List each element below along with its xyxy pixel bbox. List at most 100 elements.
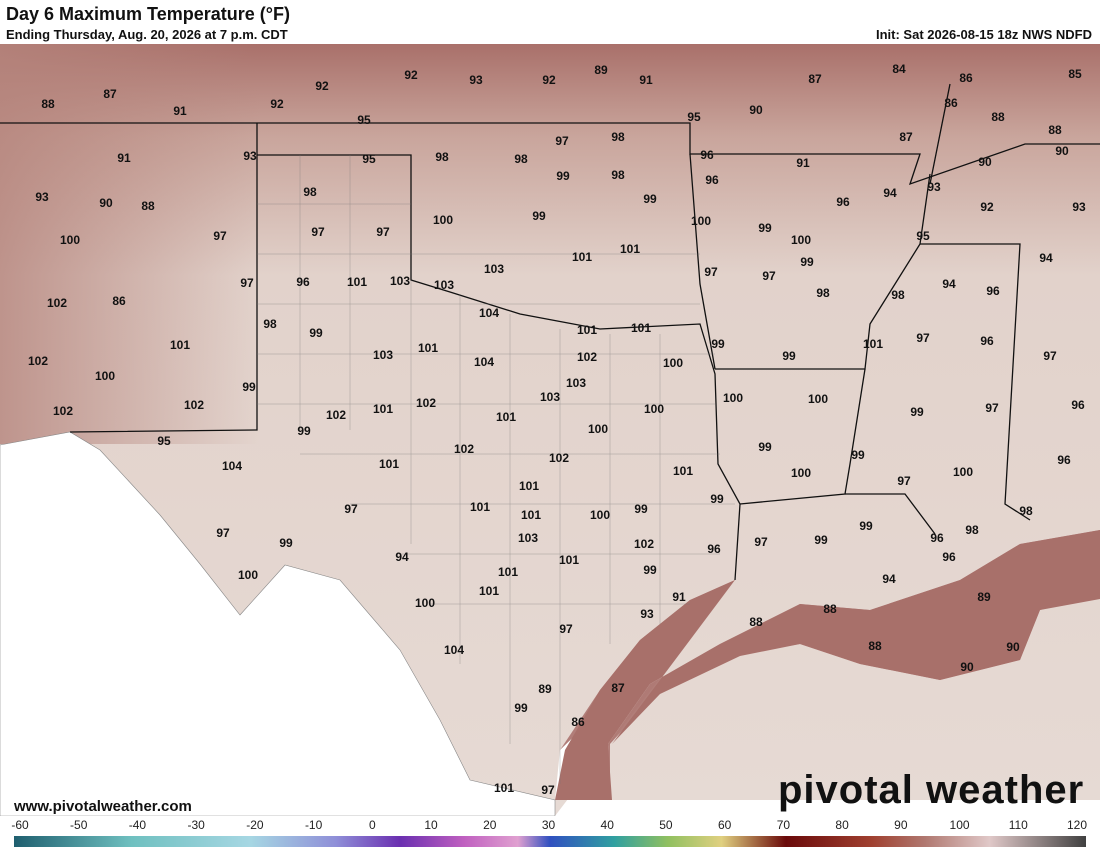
temperature: 104 (474, 355, 494, 369)
temperature: 86 (944, 96, 958, 110)
temperature: 99 (643, 563, 657, 577)
temperature: 98 (965, 523, 979, 537)
temperature: 97 (985, 401, 999, 415)
temperature: 90 (1006, 640, 1020, 654)
temperature: 100 (433, 213, 453, 227)
colorbar-tick-label: 10 (424, 818, 438, 832)
temperature: 101 (373, 402, 393, 416)
temperature: 88 (1048, 123, 1062, 137)
temperature: 98 (263, 317, 277, 331)
temperature: 100 (415, 596, 435, 610)
temperature: 100 (691, 214, 711, 228)
temperature: 99 (710, 492, 724, 506)
colorbar-scale (14, 836, 1086, 847)
temperature: 96 (705, 173, 719, 187)
temperature: 100 (791, 233, 811, 247)
temperature: 96 (930, 531, 944, 545)
temperature: 99 (634, 502, 648, 516)
colorbar-tick-label: 50 (659, 818, 673, 832)
temperature: 102 (47, 296, 67, 310)
temperature: 99 (556, 169, 570, 183)
temperature: 99 (814, 533, 828, 547)
state-borders (0, 83, 1100, 581)
temperature: 94 (395, 550, 409, 564)
temperature: 99 (782, 349, 796, 363)
temperature: 90 (1055, 144, 1069, 158)
terrain (0, 44, 260, 444)
temperature: 87 (103, 87, 117, 101)
temperature: 90 (978, 155, 992, 169)
temperature: 93 (1072, 200, 1086, 214)
temperature: 97 (555, 134, 569, 148)
temperature: 101 (863, 337, 883, 351)
temperature: 101 (498, 565, 518, 579)
colorbar-tick-label: 100 (950, 818, 970, 832)
temperature: 97 (897, 474, 911, 488)
temperature: 100 (95, 369, 115, 383)
temperature: 99 (643, 192, 657, 206)
temperature: 96 (836, 195, 850, 209)
temperature: 99 (758, 221, 772, 235)
temperature: 101 (379, 457, 399, 471)
temperature: 94 (942, 277, 956, 291)
temperature: 97 (916, 331, 930, 345)
temperature: 94 (882, 572, 896, 586)
source-url: www.pivotalweather.com (14, 798, 192, 815)
temperature: 88 (41, 97, 55, 111)
title: Day 6 Maximum Temperature (°F) (6, 4, 290, 24)
temperature: 97 (754, 535, 768, 549)
temperature: 97 (1043, 349, 1057, 363)
colorbar-tick-label: -60 (11, 818, 29, 832)
temperature: 88 (823, 602, 837, 616)
temperature: 93 (469, 73, 483, 87)
temperature: 88 (868, 639, 882, 653)
temperature: 100 (644, 402, 664, 416)
colorbar-tick-label: 90 (894, 818, 908, 832)
temperature: 104 (444, 643, 464, 657)
colorbar-tick-label: 70 (777, 818, 791, 832)
temperature: 86 (959, 71, 973, 85)
colorbar-tick-label: 30 (542, 818, 556, 832)
temperature: 100 (953, 465, 973, 479)
colorbar-tick-label: -50 (70, 818, 88, 832)
temperature: 89 (594, 63, 608, 77)
temperature: 99 (279, 536, 293, 550)
temperature: 97 (376, 225, 390, 239)
temperature: 90 (99, 196, 113, 210)
temperature: 102 (634, 537, 654, 551)
temperature: 95 (362, 152, 376, 166)
temperature: 89 (977, 590, 991, 604)
temperature: 102 (577, 350, 597, 364)
colorbar-tick-label: -10 (305, 818, 323, 832)
temperature: 103 (566, 376, 586, 390)
colorbar-tick-label: -20 (246, 818, 264, 832)
temperature: 100 (60, 233, 80, 247)
temperature: 103 (540, 390, 560, 404)
temperature: 88 (991, 110, 1005, 124)
temperature: 102 (549, 451, 569, 465)
logo: pivotal weather (778, 768, 1085, 812)
temperature: 104 (479, 306, 499, 320)
temperature: 90 (749, 103, 763, 117)
temperature: 98 (611, 130, 625, 144)
temperature: 93 (243, 149, 257, 163)
temperature: 102 (28, 354, 48, 368)
temperature: 97 (344, 502, 358, 516)
temperature: 103 (390, 274, 410, 288)
temperature: 92 (404, 68, 418, 82)
temperature: 97 (240, 276, 254, 290)
temperature: 101 (519, 479, 539, 493)
temperature: 91 (173, 104, 187, 118)
colorbar-tick-label: 120 (1067, 818, 1087, 832)
temperature: 103 (484, 262, 504, 276)
temperature: 99 (711, 337, 725, 351)
temperature: 100 (723, 391, 743, 405)
temperature: 97 (216, 526, 230, 540)
temperature: 91 (117, 151, 131, 165)
header: Day 6 Maximum Temperature (°F) Ending Th… (0, 0, 1100, 44)
temperature: 101 (673, 464, 693, 478)
temperature: 84 (892, 62, 906, 76)
colorbar-tick-label: 40 (601, 818, 615, 832)
temperature: 92 (270, 97, 284, 111)
